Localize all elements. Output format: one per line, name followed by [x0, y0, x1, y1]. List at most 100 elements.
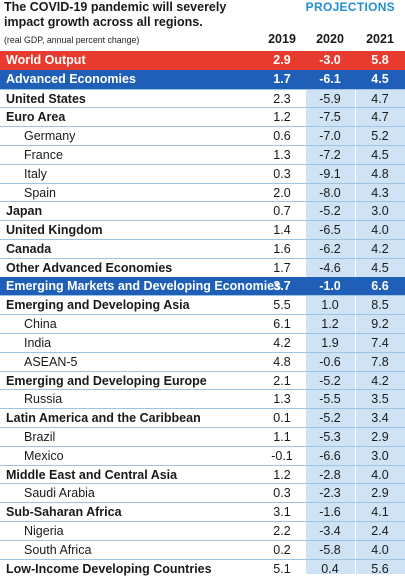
- table-row: Euro Area 1.2 -7.5 4.7: [0, 107, 405, 126]
- projections-label: PROJECTIONS: [305, 0, 395, 14]
- value-2019: 2.3: [273, 91, 291, 106]
- table-row: Emerging Markets and Developing Economie…: [0, 276, 405, 296]
- value-2020: -0.6: [319, 354, 341, 369]
- value-2021: 4.7: [371, 110, 389, 125]
- value-2020: -9.1: [319, 166, 341, 181]
- value-2019: 1.2: [273, 467, 291, 482]
- value-2021: 4.7: [371, 91, 389, 106]
- value-2020: -3.0: [319, 53, 341, 67]
- table-row: Germany 0.6 -7.0 5.2: [0, 126, 405, 145]
- row-label: United Kingdom: [6, 223, 103, 238]
- value-2021: 4.2: [371, 373, 389, 388]
- value-2019: 3.1: [273, 505, 291, 520]
- row-label: Italy: [24, 166, 47, 181]
- table-row: Latin America and the Caribbean 0.1 -5.2 3.…: [0, 408, 405, 427]
- value-2019: 0.7: [273, 204, 291, 219]
- value-2019: 1.2: [273, 110, 291, 125]
- value-2021: 4.0: [371, 223, 389, 238]
- value-2021: 4.8: [371, 166, 389, 181]
- value-2020: -1.0: [319, 278, 341, 293]
- table-row: ASEAN-5 4.8 -0.6 7.8: [0, 351, 405, 371]
- row-label: Emerging Markets and Developing Economie…: [6, 278, 282, 293]
- value-2021: 7.8: [371, 354, 389, 369]
- row-label: Russia: [24, 392, 63, 407]
- row-label: India: [24, 335, 52, 350]
- row-label: Euro Area: [6, 110, 66, 125]
- value-2019: 0.6: [273, 129, 291, 144]
- value-2020: -3.4: [319, 523, 341, 538]
- value-2021: 7.4: [371, 335, 389, 350]
- value-2020: -5.8: [319, 542, 341, 557]
- value-2021: 5.6: [371, 561, 389, 576]
- projection-column-2020-background: [306, 51, 355, 574]
- row-label: South Africa: [24, 542, 92, 557]
- value-2020: -5.2: [319, 411, 341, 426]
- value-2021: 3.4: [371, 411, 389, 426]
- row-label: Emerging and Developing Asia: [6, 298, 190, 313]
- value-2020: -7.5: [319, 110, 341, 125]
- year-header-2021: 2021: [366, 32, 394, 46]
- value-2021: 2.9: [371, 486, 389, 501]
- table-row: Canada 1.6 -6.2 4.2: [0, 238, 405, 258]
- table-row: Mexico -0.1 -6.6 3.0: [0, 445, 405, 465]
- value-2020: -6.6: [319, 448, 341, 463]
- value-2019: 4.2: [273, 335, 291, 350]
- row-label: China: [24, 317, 57, 332]
- value-2020: -8.0: [319, 185, 341, 200]
- value-2020: 0.4: [321, 561, 339, 576]
- value-2021: 4.0: [371, 542, 389, 557]
- value-2019: 6.1: [273, 317, 291, 332]
- value-2019: 1.4: [273, 223, 291, 238]
- table-row: United Kingdom 1.4 -6.5 4.0: [0, 220, 405, 239]
- table-row: Japan 0.7 -5.2 3.0: [0, 201, 405, 220]
- table-row: Saudi Arabia 0.3 -2.3 2.9: [0, 483, 405, 502]
- table-row: China 6.1 1.2 9.2: [0, 314, 405, 333]
- value-2020: -1.6: [319, 505, 341, 520]
- value-2021: 4.5: [371, 147, 389, 162]
- row-label: Low-Income Developing Countries: [6, 561, 212, 576]
- row-label: Sub-Saharan Africa: [6, 505, 122, 520]
- row-label: World Output: [6, 53, 86, 67]
- row-label: ASEAN-5: [24, 354, 78, 369]
- value-2021: 6.6: [371, 278, 389, 293]
- row-label: Brazil: [24, 429, 56, 444]
- table-row: Brazil 1.1 -5.3 2.9: [0, 426, 405, 446]
- table-row: Italy 0.3 -9.1 4.8: [0, 163, 405, 183]
- page-title: The COVID-19 pandemic will severely impa…: [4, 0, 227, 29]
- row-label: Japan: [6, 204, 43, 219]
- value-2021: 9.2: [371, 317, 389, 332]
- row-label: Saudi Arabia: [24, 486, 95, 501]
- value-2021: 4.1: [371, 505, 389, 520]
- value-2021: 5.8: [371, 53, 389, 67]
- row-label: France: [24, 147, 63, 162]
- value-2020: 1.2: [321, 317, 339, 332]
- table-row: Nigeria 2.2 -3.4 2.4: [0, 520, 405, 540]
- value-2020: -4.6: [319, 260, 341, 275]
- projection-column-2021-background: [356, 51, 405, 574]
- value-2021: 3.0: [371, 204, 389, 219]
- row-label: Spain: [24, 185, 56, 200]
- value-2019: 1.6: [273, 241, 291, 256]
- table-row: Emerging and Developing Europe 2.1 -5.2 4.2: [0, 370, 405, 390]
- table-row: Other Advanced Economies 1.7 -4.6 4.5: [0, 257, 405, 277]
- value-2019: 2.1: [273, 373, 291, 388]
- table-row: Advanced Economies 1.7 -6.1 4.5: [0, 69, 405, 89]
- row-label: Germany: [24, 129, 76, 144]
- value-2021: 8.5: [371, 298, 389, 313]
- value-2019: 2.9: [273, 53, 291, 67]
- value-2020: 1.0: [321, 298, 339, 313]
- value-2019: 3.7: [273, 278, 291, 293]
- value-2019: 1.1: [273, 429, 291, 444]
- row-label: Emerging and Developing Europe: [6, 373, 207, 388]
- table-row: United States 2.3 -5.9 4.7: [0, 88, 405, 108]
- table-row: Spain 2.0 -8.0 4.3: [0, 182, 405, 202]
- row-label: Middle East and Central Asia: [6, 467, 178, 482]
- table-header: The COVID-19 pandemic will severely impa…: [0, 0, 405, 51]
- value-2020: -7.2: [319, 147, 341, 162]
- value-2021: 3.5: [371, 392, 389, 407]
- value-2020: -5.9: [319, 91, 341, 106]
- value-2019: 1.7: [273, 260, 291, 275]
- value-2019: 1.7: [273, 71, 291, 86]
- value-2020: 1.9: [321, 335, 339, 350]
